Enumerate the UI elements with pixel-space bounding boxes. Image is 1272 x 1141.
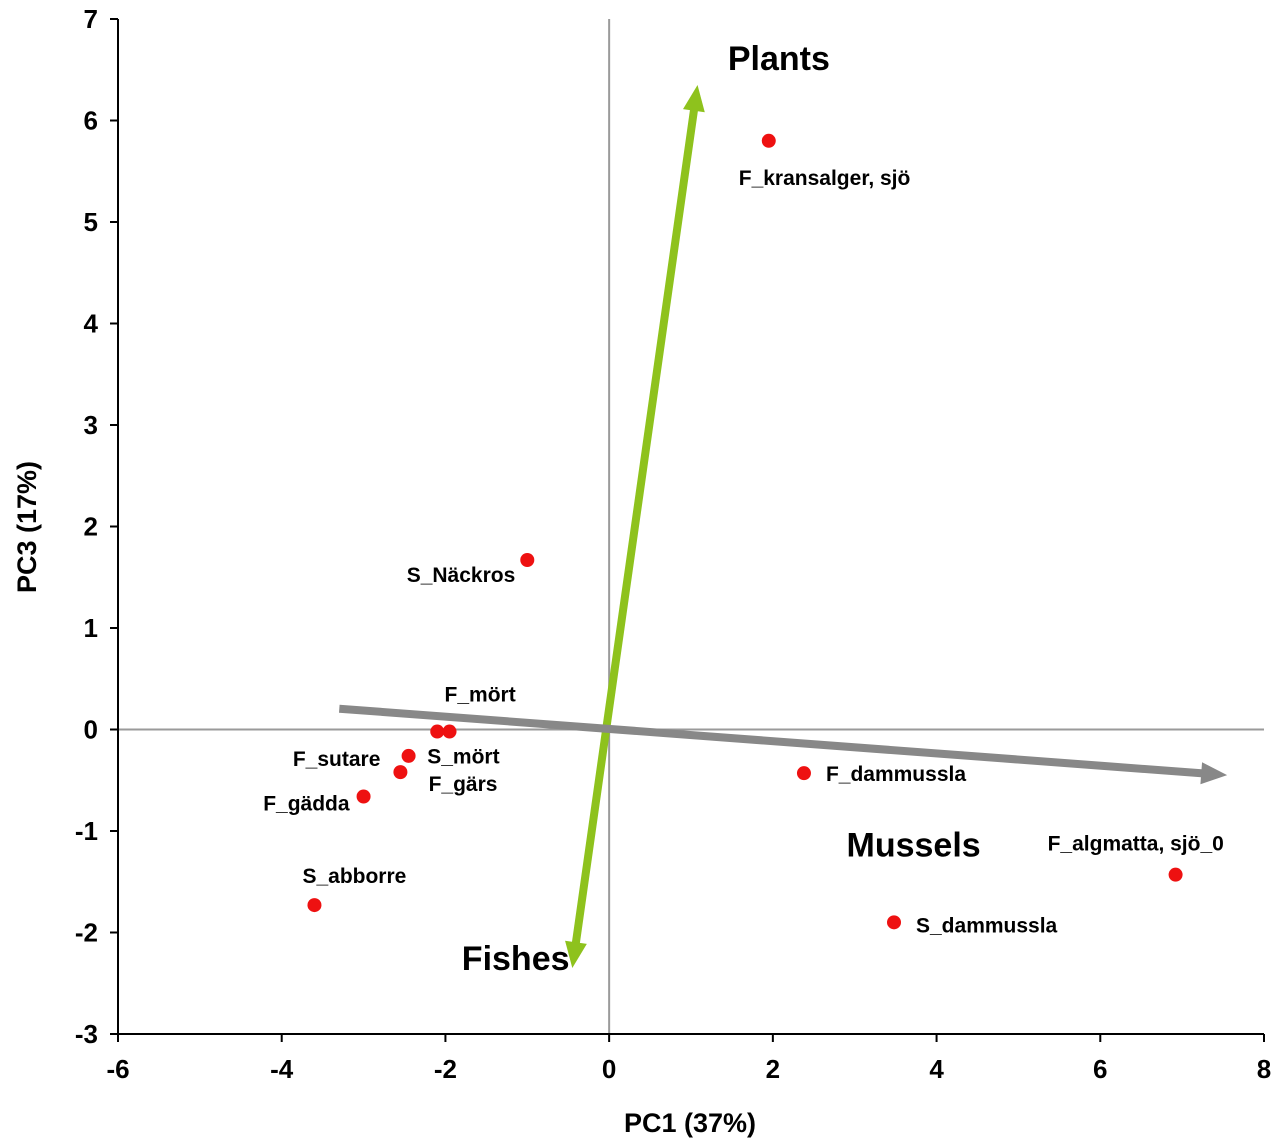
green-arrow-shaft — [571, 105, 699, 948]
y-axis-title: PC3 (17%) — [12, 461, 42, 593]
point-label: F_dammussla — [826, 763, 966, 786]
y-tick-label: -1 — [75, 816, 98, 846]
data-point — [401, 748, 416, 763]
point-label: F_kransalger, sjö — [739, 167, 911, 190]
data-point — [887, 915, 902, 930]
gray-arrow-shaft — [338, 704, 1207, 778]
x-tick-label: 4 — [929, 1054, 944, 1084]
data-point — [442, 724, 457, 739]
data-point — [761, 133, 776, 148]
data-point — [307, 898, 322, 913]
gray-arrow-head — [1200, 762, 1228, 785]
arrows — [338, 84, 1228, 969]
x-tick-label: -2 — [434, 1054, 457, 1084]
point-label: F_gädda — [263, 792, 350, 815]
data-point — [520, 552, 535, 567]
x-tick-label: -4 — [270, 1054, 294, 1084]
y-tick-label: 2 — [84, 512, 98, 542]
y-tick-label: 0 — [84, 715, 98, 745]
data-points: F_kransalger, sjö S_Näckros F_mört S_mört F_… — [263, 133, 1224, 937]
point-label: F_mört — [445, 684, 516, 707]
y-tick-label: -3 — [75, 1019, 98, 1049]
point-label: F_sutare — [293, 748, 381, 771]
point-label: S_Näckros — [407, 564, 516, 587]
y-tick-label: 6 — [84, 106, 98, 136]
x-tick-label: 8 — [1257, 1054, 1271, 1084]
point-label: S_abborre — [302, 865, 406, 888]
group-annotation: Fishes — [462, 940, 570, 978]
data-point — [393, 765, 408, 780]
x-tick-label: 0 — [602, 1054, 616, 1084]
green-arrow-head — [683, 84, 705, 113]
axes: -6 -4 -2 0 2 4 6 8 -3 -2 -1 0 1 2 3 4 5 6 7 — [75, 4, 1271, 1084]
y-tick-label: 4 — [84, 309, 99, 339]
zero-lines — [118, 19, 1264, 1034]
y-tick-label: -2 — [75, 918, 98, 948]
point-label: F_algmatta, sjö_0 — [1048, 833, 1224, 856]
point-label: S_dammussla — [916, 914, 1058, 937]
point-label: F_gärs — [429, 773, 498, 796]
group-annotations: Plants Mussels Fishes — [462, 40, 981, 978]
y-tick-label: 5 — [84, 207, 98, 237]
data-point — [1168, 867, 1183, 882]
group-annotation: Mussels — [847, 826, 981, 864]
y-tick-label: 3 — [84, 410, 98, 440]
data-point — [796, 766, 811, 781]
green-arrow — [565, 84, 705, 969]
x-tick-label: -6 — [106, 1054, 129, 1084]
data-point — [356, 789, 371, 804]
green-arrow-tail-head — [565, 940, 587, 969]
group-annotation: Plants — [728, 40, 830, 78]
gray-arrow — [338, 704, 1228, 785]
x-tick-label: 6 — [1093, 1054, 1107, 1084]
data-point — [430, 724, 445, 739]
y-tick-label: 1 — [84, 613, 98, 643]
y-tick-label: 7 — [84, 4, 98, 34]
x-axis-title: PC1 (37%) — [624, 1108, 756, 1138]
x-tick-label: 2 — [766, 1054, 780, 1084]
point-label: S_mört — [427, 746, 499, 769]
